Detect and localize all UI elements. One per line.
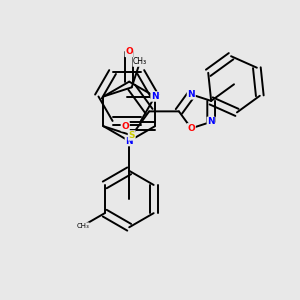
Text: O: O	[121, 122, 129, 131]
Text: O: O	[187, 124, 195, 133]
Text: N: N	[125, 136, 133, 146]
Text: O: O	[125, 47, 133, 56]
Text: S: S	[128, 131, 135, 140]
Text: CH₃: CH₃	[133, 57, 147, 66]
Text: N: N	[188, 90, 195, 99]
Text: N: N	[207, 117, 215, 126]
Text: N: N	[151, 92, 159, 101]
Text: CH₃: CH₃	[76, 223, 89, 229]
